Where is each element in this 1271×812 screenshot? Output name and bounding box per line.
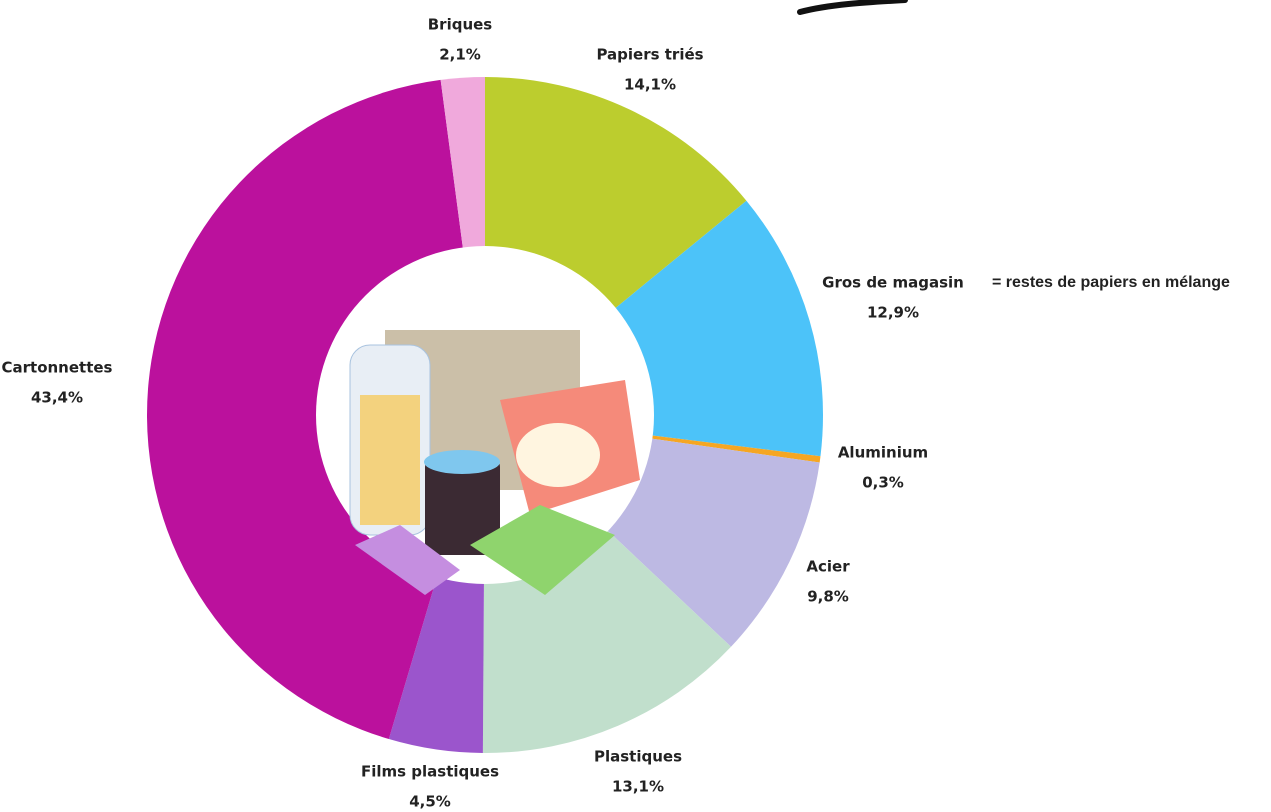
bottle-content xyxy=(360,395,420,525)
value-label: 14,1% xyxy=(624,76,676,94)
annotation: = restes de papiers en mélange xyxy=(992,274,1230,291)
category-label: Gros de magasin xyxy=(822,274,964,292)
category-label: Papiers triés xyxy=(596,46,703,64)
brush-stroke xyxy=(797,0,908,15)
value-label: 2,1% xyxy=(439,46,481,64)
jar-lid xyxy=(424,450,500,474)
value-label: 4,5% xyxy=(409,793,451,811)
category-label: Aluminium xyxy=(838,444,928,462)
category-label: Briques xyxy=(428,16,493,34)
value-label: 43,4% xyxy=(31,389,83,407)
illustration xyxy=(349,330,640,595)
value-label: 0,3% xyxy=(862,474,904,492)
ice-cream xyxy=(355,525,460,595)
value-label: 13,1% xyxy=(612,778,664,796)
value-label: 9,8% xyxy=(807,588,849,606)
plate xyxy=(516,423,600,487)
snack-pack xyxy=(470,505,615,595)
category-label: Cartonnettes xyxy=(2,359,113,377)
value-label: 12,9% xyxy=(867,304,919,322)
category-label: Plastiques xyxy=(594,748,682,766)
jar xyxy=(425,455,500,555)
category-label: Acier xyxy=(806,558,850,576)
category-label: Films plastiques xyxy=(361,763,499,781)
